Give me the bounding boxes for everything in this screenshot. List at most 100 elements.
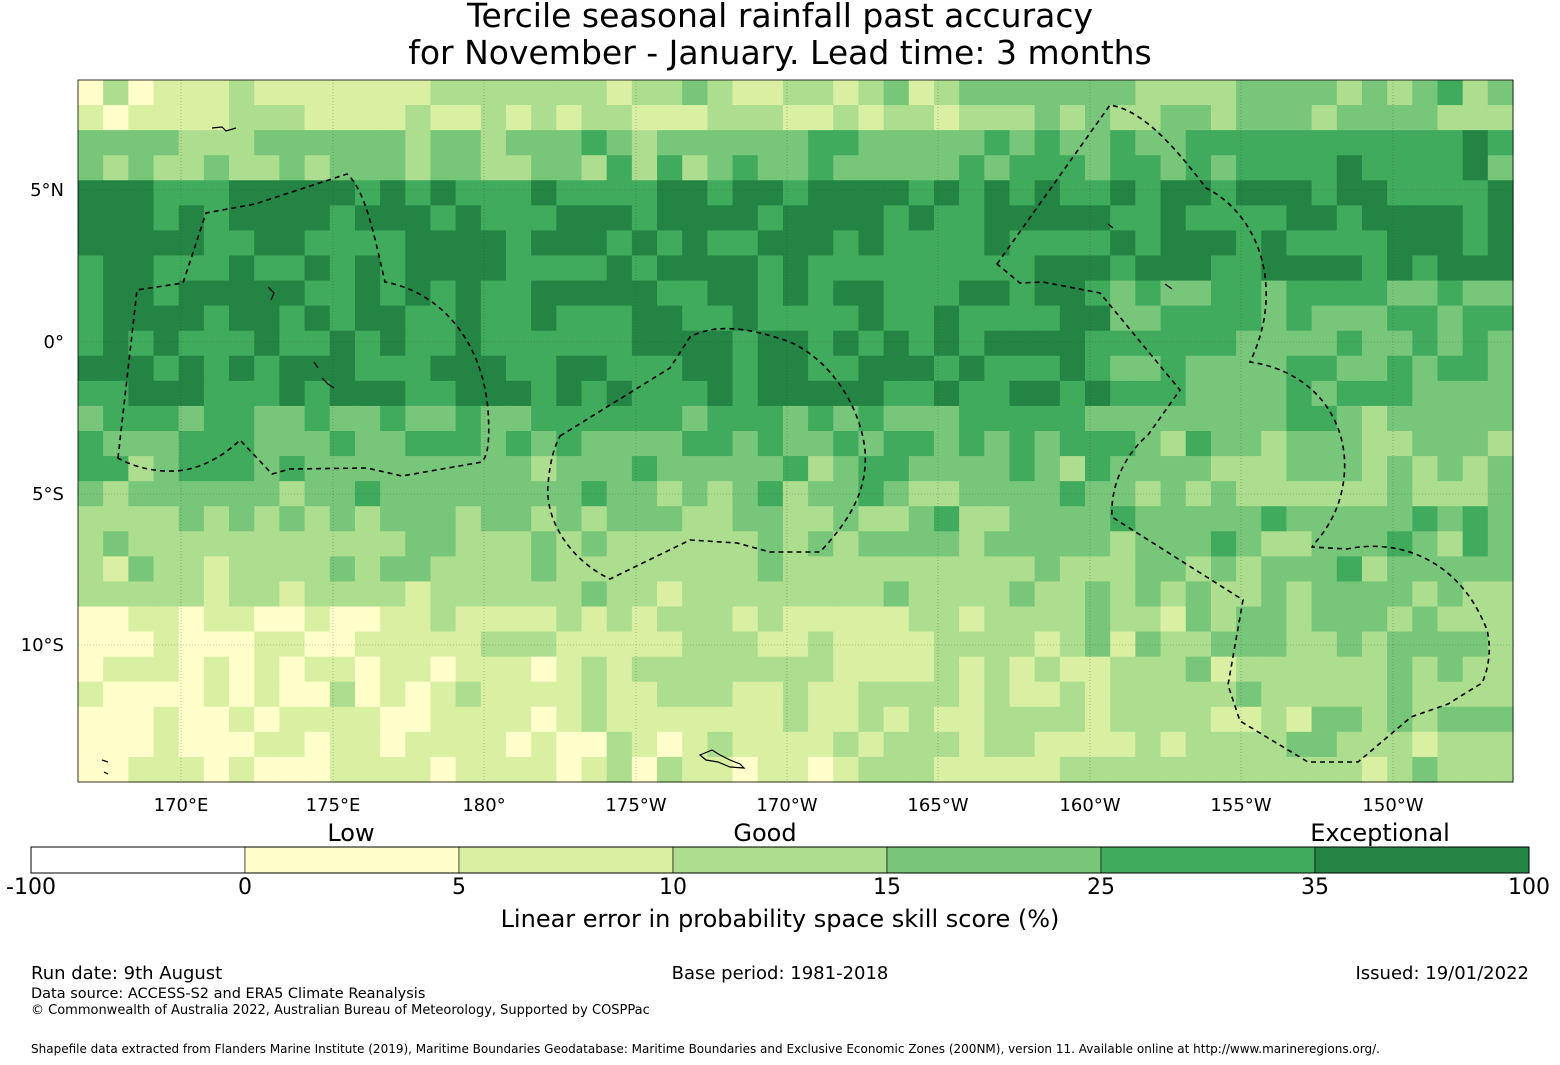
skill-cell [455, 581, 482, 608]
skill-cell [254, 330, 281, 357]
skill-cell [1059, 706, 1086, 733]
skill-cell [732, 230, 759, 257]
skill-cell [732, 105, 759, 131]
skill-cell [606, 606, 633, 633]
skill-cell [1487, 405, 1514, 432]
colorbar-label-good: Good [733, 819, 797, 847]
skill-cell [631, 180, 658, 206]
skill-cell [1034, 456, 1061, 482]
skill-cell [1412, 180, 1439, 206]
skill-cell [808, 456, 834, 482]
skill-cell [959, 405, 985, 432]
skill-cell [1437, 305, 1464, 332]
skill-cell [153, 255, 180, 282]
skill-cell [531, 80, 557, 106]
skill-cell [782, 330, 809, 357]
skill-cell [505, 431, 532, 457]
skill-cell [1462, 556, 1489, 583]
skill-cell [682, 205, 708, 232]
skill-cell [254, 355, 281, 382]
skill-cell [254, 581, 281, 608]
skill-cell [229, 431, 255, 457]
skill-cell [329, 731, 356, 758]
skill-cell [505, 280, 532, 307]
skill-cell [1437, 355, 1464, 382]
skill-cell [959, 631, 985, 658]
skill-cell [1210, 355, 1237, 382]
skill-cell [329, 230, 356, 257]
skill-cell [1210, 456, 1237, 482]
skill-cell [883, 606, 910, 633]
skill-cell [1009, 230, 1036, 257]
skill-cell [153, 456, 180, 482]
skill-cell [732, 681, 759, 708]
skill-cell [405, 330, 432, 357]
skill-cell [1085, 330, 1111, 357]
skill-cell [1387, 706, 1413, 733]
skill-cell [1236, 631, 1262, 658]
skill-cell [732, 431, 759, 457]
skill-cell [1261, 556, 1288, 583]
skill-cell [556, 531, 583, 557]
skill-cell [405, 230, 432, 257]
skill-cell [505, 205, 532, 232]
skill-cell [707, 105, 734, 131]
skill-cell [1311, 155, 1338, 181]
skill-cell [858, 80, 885, 106]
skill-cell [455, 756, 482, 783]
skill-cell [556, 756, 583, 783]
skill-cell [808, 431, 834, 457]
skill-cell [682, 706, 708, 733]
skill-cell [1412, 80, 1439, 106]
skill-cell [1009, 681, 1036, 708]
skill-cell [1185, 330, 1212, 357]
skill-cell [833, 205, 860, 232]
skill-cell [1336, 280, 1363, 307]
skill-cell [153, 431, 180, 457]
skill-cell [581, 681, 608, 708]
skill-cell [606, 130, 633, 156]
skill-cell [1462, 380, 1489, 407]
skill-cell [304, 581, 331, 608]
skill-cell [908, 431, 935, 457]
skill-cell [531, 330, 557, 357]
skill-cell [682, 581, 708, 608]
island-atoll-4 [1164, 283, 1173, 290]
lon-label-160w: 160°W [1059, 795, 1121, 816]
skill-cell [1387, 631, 1413, 658]
skill-cell [581, 155, 608, 181]
skill-cell [380, 355, 406, 382]
skill-cell [1437, 180, 1464, 206]
skill-cell [1085, 431, 1111, 457]
skill-cell [1261, 581, 1288, 608]
skill-cell [1387, 681, 1413, 708]
skill-cell [732, 581, 759, 608]
skill-cell [808, 731, 834, 758]
skill-cell [229, 481, 255, 507]
skill-cell [329, 656, 356, 683]
skill-cell [883, 681, 910, 708]
skill-cell [908, 355, 935, 382]
skill-cell [959, 531, 985, 557]
skill-cell [959, 230, 985, 257]
skill-cell [1034, 180, 1061, 206]
skill-cell [1437, 130, 1464, 156]
skill-cell [153, 731, 180, 758]
skill-cell [1412, 255, 1439, 282]
skill-cell [128, 756, 155, 783]
skill-cell [984, 506, 1011, 532]
skill-cell [1135, 681, 1162, 708]
skill-cell [1160, 606, 1187, 633]
skill-cell [430, 581, 457, 608]
skill-cell [103, 581, 129, 608]
skill-cell [128, 506, 155, 532]
skill-cell [380, 756, 406, 783]
skill-cell [254, 756, 281, 783]
skill-cell [279, 105, 306, 131]
skill-cell [354, 606, 381, 633]
skill-cell [757, 155, 784, 181]
skill-cell [279, 506, 306, 532]
shapefile-credit: Shapefile data extracted from Flanders M… [31, 1042, 1380, 1056]
skill-cell [531, 180, 557, 206]
colorbar-label-exceptional: Exceptional [1310, 819, 1450, 847]
